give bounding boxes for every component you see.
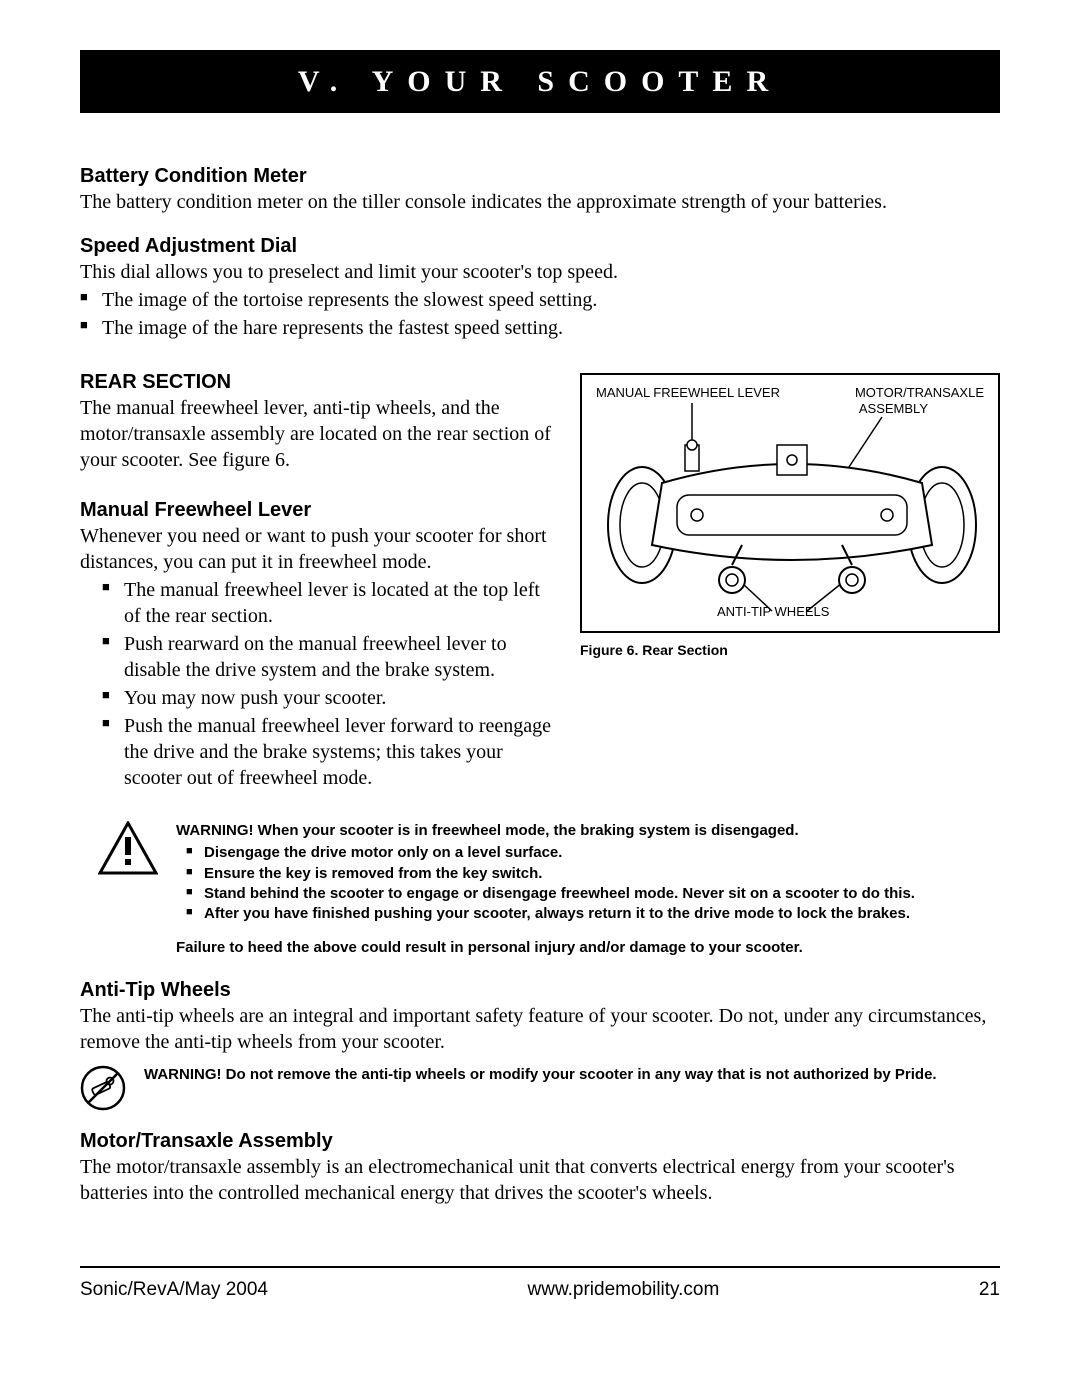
- list-item: Push the manual freewheel lever forward …: [102, 713, 560, 791]
- warning-triangle-icon: [98, 821, 158, 882]
- warning-bullets: Disengage the drive motor only on a leve…: [176, 843, 1000, 924]
- list-item: Disengage the drive motor only on a leve…: [186, 843, 1000, 863]
- heading-antitip: Anti-Tip Wheels: [80, 977, 1000, 1003]
- warning-trailer: Failure to heed the above could result i…: [176, 938, 1000, 958]
- footer-rule: [80, 1266, 1000, 1268]
- no-modify-icon: [80, 1065, 126, 1118]
- heading-battery: Battery Condition Meter: [80, 163, 1000, 189]
- heading-rear: REAR SECTION: [80, 369, 560, 395]
- list-item: The image of the tortoise represents the…: [80, 287, 1000, 313]
- heading-speed: Speed Adjustment Dial: [80, 233, 1000, 259]
- footer-left: Sonic/RevA/May 2004: [80, 1278, 268, 1303]
- footer-center: www.pridemobility.com: [528, 1278, 720, 1303]
- list-item: The manual freewheel lever is located at…: [102, 577, 560, 629]
- list-item: Push rearward on the manual freewheel le…: [102, 631, 560, 683]
- warning-freewheel: WARNING! When your scooter is in freewhe…: [98, 821, 1000, 959]
- heading-motor: Motor/Transaxle Assembly: [80, 1128, 1000, 1154]
- bullets-freewheel: The manual freewheel lever is located at…: [80, 577, 560, 791]
- rear-section-diagram-icon: [582, 375, 1002, 635]
- text-rear: The manual freewheel lever, anti-tip whe…: [80, 395, 560, 473]
- figure-rear-section: MANUAL FREEWHEEL LEVER MOTOR/TRANSAXLE A…: [580, 373, 1000, 633]
- text-motor: The motor/transaxle assembly is an elect…: [80, 1154, 1000, 1206]
- text-battery: The battery condition meter on the tille…: [80, 189, 1000, 215]
- text-freewheel: Whenever you need or want to push your s…: [80, 523, 560, 575]
- list-item: Ensure the key is removed from the key s…: [186, 864, 1000, 884]
- warning-antitip: WARNING! Do not remove the anti-tip whee…: [80, 1065, 1000, 1118]
- list-item: After you have finished pushing your sco…: [186, 904, 1000, 924]
- bullets-speed: The image of the tortoise represents the…: [80, 287, 1000, 341]
- warning-lead: WARNING! When your scooter is in freewhe…: [176, 821, 1000, 841]
- list-item: You may now push your scooter.: [102, 685, 560, 711]
- list-item: The image of the hare represents the fas…: [80, 315, 1000, 341]
- page-title-bar: V. YOUR SCOOTER: [80, 50, 1000, 113]
- heading-freewheel: Manual Freewheel Lever: [80, 497, 560, 523]
- figure-caption: Figure 6. Rear Section: [580, 641, 1000, 659]
- warning-antitip-text: WARNING! Do not remove the anti-tip whee…: [144, 1065, 1000, 1085]
- text-antitip: The anti-tip wheels are an integral and …: [80, 1003, 1000, 1055]
- footer-right: 21: [979, 1278, 1000, 1303]
- text-speed: This dial allows you to preselect and li…: [80, 259, 1000, 285]
- list-item: Stand behind the scooter to engage or di…: [186, 884, 1000, 904]
- page-footer: Sonic/RevA/May 2004 www.pridemobility.co…: [80, 1278, 1000, 1303]
